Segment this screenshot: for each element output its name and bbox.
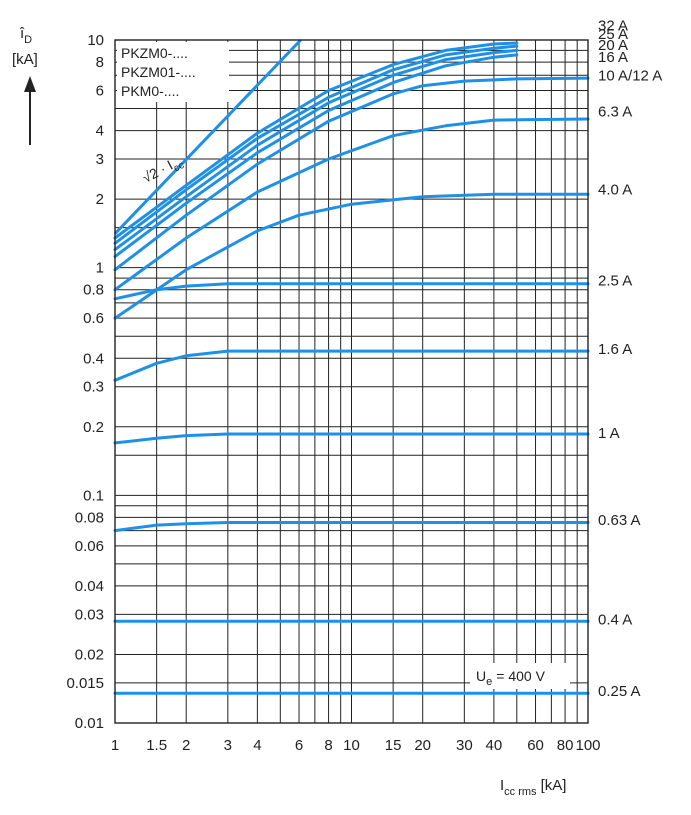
rated-current-label: 4.0 A	[598, 182, 632, 199]
y-axis-title: îD [kA]	[12, 25, 38, 145]
y-tick-label: 0.01	[75, 715, 104, 732]
y-tick-label: 10	[87, 32, 104, 49]
x-tick-label: 20	[414, 737, 431, 754]
series-line-1-6-a	[113, 349, 590, 382]
legend-box	[117, 42, 229, 102]
x-tick-label: 8	[324, 737, 332, 754]
product-legend: PKZM0-.... PKZM01-.... PKM0-....	[117, 42, 229, 102]
x-tick-label: 40	[486, 737, 503, 754]
x-tick-label: 15	[385, 737, 402, 754]
sqrt2-text: √2 · I	[140, 157, 176, 186]
x-tick-label: 60	[527, 737, 544, 754]
series-line-1-a	[113, 432, 590, 445]
y-tick-labels: 10 8 6 4 3 2 1 0.8 0.6 0.4 0.3 0.2 0.1 0.08 0.06 0.04 0.…	[66, 32, 104, 732]
x-tick-label: 10	[343, 737, 360, 754]
rated-current-label: 20 A	[598, 37, 628, 54]
y-tick-label: 0.04	[75, 578, 104, 595]
series-line-6-3-a	[113, 117, 590, 292]
x-axis-title: Icc rms [kA]	[500, 777, 566, 798]
x-tick-label: 1	[111, 737, 119, 754]
rated-current-label: 32 A	[598, 17, 628, 34]
rated-current-label: 0.25 A	[598, 683, 641, 700]
y-tick-label: 0.03	[75, 606, 104, 623]
series-line-2-5-a	[113, 282, 590, 301]
y-axis-arrowhead-icon	[24, 76, 36, 92]
series-line-10-a-12-a	[113, 76, 590, 272]
x-tick-labels: 1 1.5 2 3 4 6 8 10 15 20 30 40 60 80 100	[111, 737, 601, 754]
series-lines	[113, 38, 590, 695]
series-line-0-63-a	[113, 521, 590, 533]
x-tick-label: 2	[182, 737, 190, 754]
rated-current-labels: 32 A25 A20 A16 A10 A/12 A 6.3 A 4.0 A 2.5 A…	[598, 17, 662, 700]
voltage-box: Ue = 400 V	[470, 663, 570, 689]
rated-current-label: 0.4 A	[598, 611, 632, 628]
y-tick-label: 0.6	[83, 310, 104, 327]
x-tick-label: 4	[253, 737, 261, 754]
y-tick-label: 6	[96, 83, 104, 100]
rated-current-label: 1.6 A	[598, 341, 632, 358]
y-axis-symbol: îD	[19, 25, 32, 46]
x-tick-label: 100	[575, 737, 600, 754]
x-axis-symbol-sub: cc rms	[504, 786, 537, 798]
y-tick-label: 0.08	[75, 509, 104, 526]
y-tick-label: 0.015	[66, 675, 104, 692]
x-axis-unit: [kA]	[541, 777, 567, 794]
y-tick-label: 0.2	[83, 419, 104, 436]
rated-current-label: 16 A	[598, 49, 628, 66]
y-tick-label: 0.4	[83, 350, 104, 367]
y-tick-label: 0.8	[83, 282, 104, 299]
voltage-symbol: U	[476, 668, 486, 684]
y-tick-label: 3	[96, 151, 104, 168]
x-tick-label: 3	[224, 737, 232, 754]
rated-current-label: 6.3 A	[598, 104, 632, 121]
series-line-20-a	[113, 48, 519, 252]
series-line-16-a	[113, 53, 519, 258]
y-tick-label: 4	[96, 123, 104, 140]
legend-line-pkzm01: PKZM01-....	[121, 64, 196, 80]
rated-current-label: 10 A/12 A	[598, 67, 662, 84]
y-axis-symbol-main: î	[19, 25, 25, 42]
y-axis-symbol-sub: D	[24, 34, 32, 46]
plot-frame	[114, 39, 589, 724]
y-tick-label: 2	[96, 191, 104, 208]
voltage-subscript: e	[486, 676, 492, 688]
rated-current-label: 1 A	[598, 425, 620, 442]
y-axis-unit: [kA]	[12, 51, 38, 68]
x-tick-label: 80	[557, 737, 574, 754]
y-tick-label: 0.1	[83, 487, 104, 504]
rated-current-label: 25 A	[598, 26, 628, 43]
x-tick-label: 1.5	[146, 737, 167, 754]
rated-current-label: 0.63 A	[598, 512, 641, 529]
y-tick-label: 1	[96, 260, 104, 277]
voltage-value: = 400 V	[496, 668, 545, 684]
x-tick-label: 6	[295, 737, 303, 754]
x-tick-label: 30	[456, 737, 473, 754]
sqrt2-subscript: cc	[172, 160, 186, 174]
y-tick-label: 0.3	[83, 379, 104, 396]
y-tick-label: 0.02	[75, 646, 104, 663]
y-tick-label: 0.06	[75, 538, 104, 555]
y-tick-label: 8	[96, 54, 104, 71]
voltage-box-bg	[470, 663, 570, 689]
legend-line-pkm0: PKM0-....	[121, 83, 179, 99]
series-line-4-0-a	[113, 192, 590, 320]
rated-current-label: 2.5 A	[598, 272, 632, 289]
legend-line-pkzm0: PKZM0-....	[121, 45, 188, 61]
series-line-25-a	[113, 44, 519, 245]
x-axis-symbol-main: I	[500, 777, 504, 794]
reference-line-sqrt2-icc	[113, 38, 302, 235]
voltage-label: Ue = 400 V	[476, 668, 546, 688]
series-line-32-a	[113, 41, 519, 240]
